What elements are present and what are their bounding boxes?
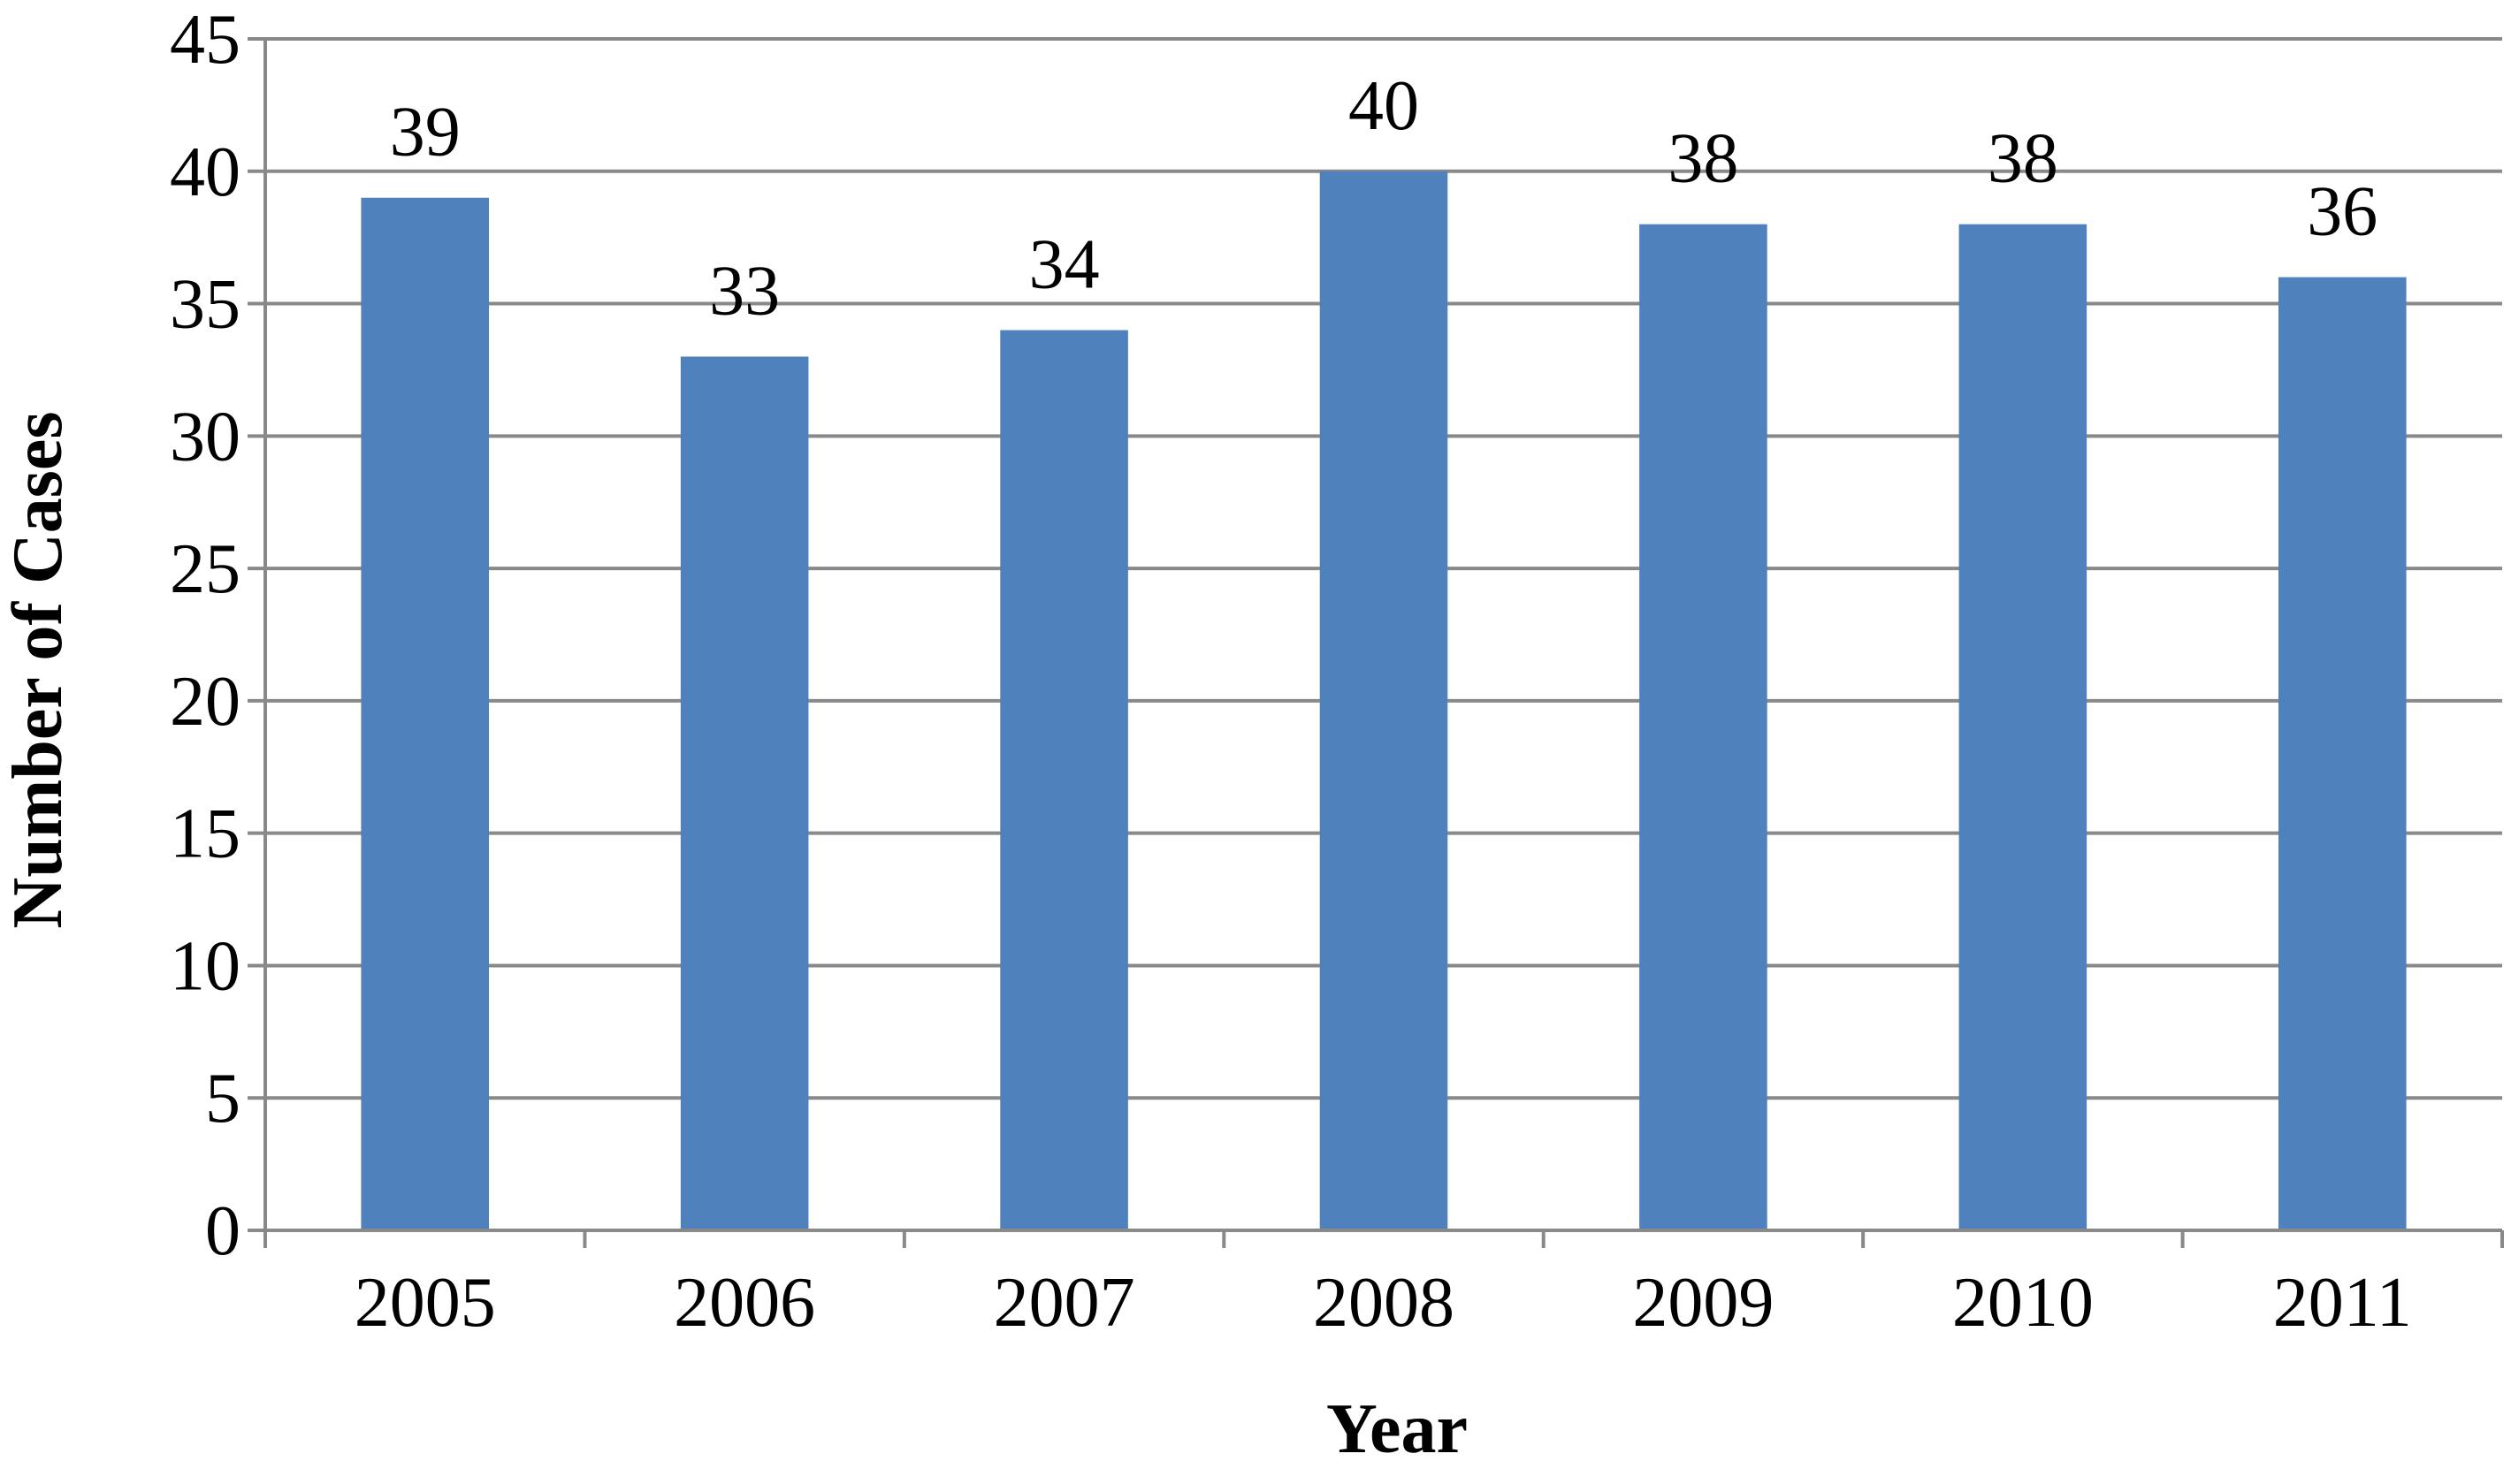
x-tick-label: 2006 [674, 1264, 815, 1342]
data-label: 38 [1988, 120, 2058, 198]
y-tick-label: 40 [170, 133, 240, 211]
y-axis-title: Number of Cases [0, 411, 77, 928]
y-tick-label: 10 [170, 927, 240, 1005]
data-label: 36 [2307, 173, 2377, 251]
bar-2011 [2278, 277, 2407, 1231]
y-tick-label: 20 [170, 663, 240, 741]
bar-2005 [361, 197, 489, 1230]
x-tick-label: 2005 [355, 1264, 496, 1342]
x-tick-label: 2011 [2273, 1264, 2412, 1342]
x-tick-label: 2009 [1632, 1264, 1774, 1342]
bar-2006 [680, 356, 809, 1230]
bars [361, 171, 2407, 1231]
x-axis-title: Year [1326, 1390, 1468, 1468]
data-label: 38 [1668, 120, 1738, 198]
axes [248, 37, 2504, 1248]
data-label: 34 [1029, 226, 1100, 304]
x-tick-label: 2007 [994, 1264, 1135, 1342]
data-label: 40 [1348, 67, 1419, 145]
y-tick-label: 0 [205, 1192, 240, 1270]
data-label: 39 [390, 94, 461, 171]
y-tick-label: 5 [205, 1060, 240, 1138]
y-tick-label: 35 [170, 266, 240, 344]
x-tick-label: 2008 [1313, 1264, 1454, 1342]
bar-2009 [1639, 224, 1767, 1231]
bar-2007 [1000, 330, 1128, 1230]
y-tick-label: 30 [170, 398, 240, 476]
y-tick-label: 25 [170, 530, 240, 608]
x-tick-labels: 2005 2006 2007 2008 2009 2010 2011 [355, 1264, 2412, 1342]
x-tick-label: 2010 [1952, 1264, 2094, 1342]
y-tick-labels: 0 5 10 15 20 25 30 35 40 45 [170, 1, 240, 1270]
bar-2010 [1958, 224, 2087, 1231]
y-tick-label: 45 [170, 1, 240, 79]
data-labels: 39 33 34 40 38 38 36 [390, 67, 2378, 331]
y-tick-label: 15 [170, 795, 240, 873]
data-label: 33 [709, 252, 780, 330]
bar-2008 [1319, 171, 1448, 1230]
